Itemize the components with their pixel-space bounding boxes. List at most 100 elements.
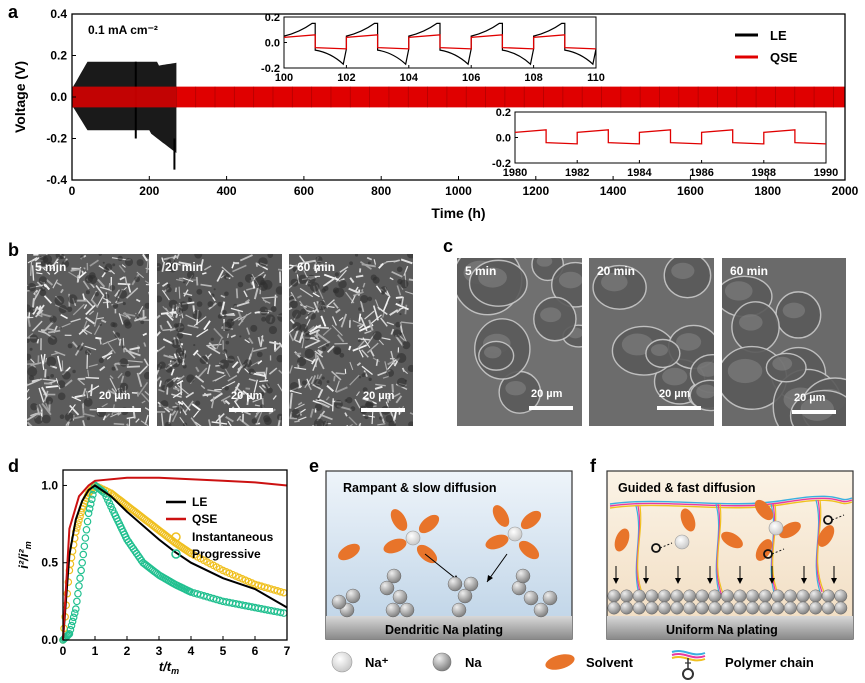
grain-highlight bbox=[671, 262, 695, 280]
pore-shadow bbox=[134, 276, 140, 283]
series-line-qse bbox=[62, 476, 288, 641]
pore-shadow bbox=[224, 385, 229, 391]
dendrite-flake bbox=[101, 352, 113, 359]
dendrite-flake bbox=[119, 313, 128, 318]
dendrite-flake bbox=[45, 384, 61, 389]
dendrite-flake bbox=[309, 408, 314, 418]
dendrite-flake bbox=[390, 350, 396, 365]
legend-qse-label: QSE bbox=[770, 50, 798, 65]
solvent-molecule bbox=[520, 510, 542, 530]
pore-shadow bbox=[399, 313, 402, 316]
dendrite-flake bbox=[36, 304, 45, 315]
pore-shadow bbox=[164, 378, 174, 388]
qse-overlay-early bbox=[72, 86, 177, 108]
dendrite-flake bbox=[352, 291, 364, 297]
scale-bar bbox=[361, 408, 405, 412]
dendrite-flake bbox=[200, 283, 212, 287]
dendrite-flake bbox=[47, 327, 54, 331]
dendrite-flake bbox=[118, 338, 122, 346]
solvent-molecule bbox=[614, 528, 630, 552]
dendrite-flake bbox=[146, 259, 149, 273]
grain-highlight bbox=[505, 380, 526, 396]
series-point-progressive bbox=[81, 534, 90, 542]
pore-shadow bbox=[313, 418, 324, 426]
pore-shadow bbox=[124, 370, 131, 377]
dendrite-flake bbox=[377, 306, 388, 316]
pore-shadow bbox=[61, 260, 70, 268]
pore-shadow bbox=[135, 313, 141, 319]
dendrite-flake bbox=[36, 265, 42, 272]
dendrite-flake bbox=[126, 365, 140, 368]
inset-x-tick-label: 1988 bbox=[752, 167, 776, 179]
pore-shadow bbox=[109, 285, 116, 291]
dendrite-flake bbox=[84, 345, 97, 351]
dendrite-flake bbox=[294, 403, 305, 410]
x-tick-label: 800 bbox=[371, 184, 391, 198]
pore-shadow bbox=[217, 314, 223, 319]
pore-shadow bbox=[157, 295, 163, 303]
dendrite-flake bbox=[101, 319, 107, 324]
pore-shadow bbox=[57, 380, 66, 389]
pore-shadow bbox=[291, 408, 301, 419]
scale-bar-label: 20 µm bbox=[99, 390, 131, 402]
x-axis-label: t/tm bbox=[159, 659, 179, 676]
dendrite-flake bbox=[30, 260, 33, 276]
series-point-progressive bbox=[76, 574, 84, 582]
dendrite-flake bbox=[356, 362, 362, 367]
inset-x-tick-label: 106 bbox=[462, 72, 480, 84]
scale-bar bbox=[792, 410, 836, 414]
na-plus-ion bbox=[405, 530, 421, 546]
dendrite-flake bbox=[408, 278, 413, 282]
dendrite-flake bbox=[30, 361, 42, 367]
dendrite-flake bbox=[362, 337, 371, 349]
solvent-molecule bbox=[754, 499, 774, 521]
dendrite-flake bbox=[161, 282, 169, 287]
dendrite-flake bbox=[319, 413, 333, 421]
dendrite-flake bbox=[144, 390, 149, 396]
pore-shadow bbox=[334, 272, 339, 277]
solvent-molecule bbox=[680, 508, 696, 532]
pore-shadow bbox=[192, 309, 202, 320]
na-atom bbox=[720, 589, 734, 603]
solvent-molecule bbox=[383, 538, 407, 554]
x-axis-label: Time (h) bbox=[431, 205, 485, 221]
pore-shadow bbox=[221, 309, 227, 315]
pore-shadow bbox=[296, 356, 307, 367]
pore-shadow bbox=[364, 414, 369, 420]
dendrite-flake bbox=[244, 368, 250, 374]
dendrite-flake bbox=[110, 412, 120, 418]
series-point-progressive bbox=[88, 495, 96, 504]
dendrite-flake bbox=[296, 294, 302, 299]
pore-shadow bbox=[309, 282, 320, 292]
dendrite-flake bbox=[295, 352, 302, 355]
dendrite-flake bbox=[192, 410, 200, 418]
sem-time-label: 20 min bbox=[165, 260, 204, 274]
pore-shadow bbox=[46, 261, 54, 269]
dendrite-flake bbox=[220, 294, 226, 299]
pore-shadow bbox=[83, 397, 93, 407]
dendrite-flake bbox=[50, 352, 59, 356]
dendrite-flake bbox=[144, 414, 149, 425]
dendrite-flake bbox=[357, 289, 361, 296]
pore-shadow bbox=[103, 293, 110, 299]
na-atom bbox=[695, 601, 709, 615]
y-tick-label: 0.4 bbox=[50, 7, 67, 21]
dendrite-flake bbox=[400, 296, 405, 307]
dendrite-flake bbox=[157, 345, 166, 353]
dendrite-flake bbox=[106, 341, 116, 354]
series-point-progressive bbox=[70, 609, 79, 618]
pore-shadow bbox=[298, 274, 308, 285]
dendrite-flake bbox=[348, 287, 359, 294]
pore-shadow bbox=[46, 376, 50, 380]
pore-shadow bbox=[250, 324, 258, 332]
dendrite-flake bbox=[34, 309, 44, 318]
pore-shadow bbox=[408, 421, 413, 426]
dendrite-flake bbox=[194, 374, 205, 383]
pore-shadow bbox=[122, 302, 126, 306]
pore-shadow bbox=[251, 418, 258, 424]
pore-shadow bbox=[227, 355, 235, 364]
dendrite-flake bbox=[248, 378, 256, 382]
dendrite-flake bbox=[238, 313, 248, 326]
pore-shadow bbox=[367, 296, 373, 302]
dendrite-flake bbox=[350, 295, 356, 304]
